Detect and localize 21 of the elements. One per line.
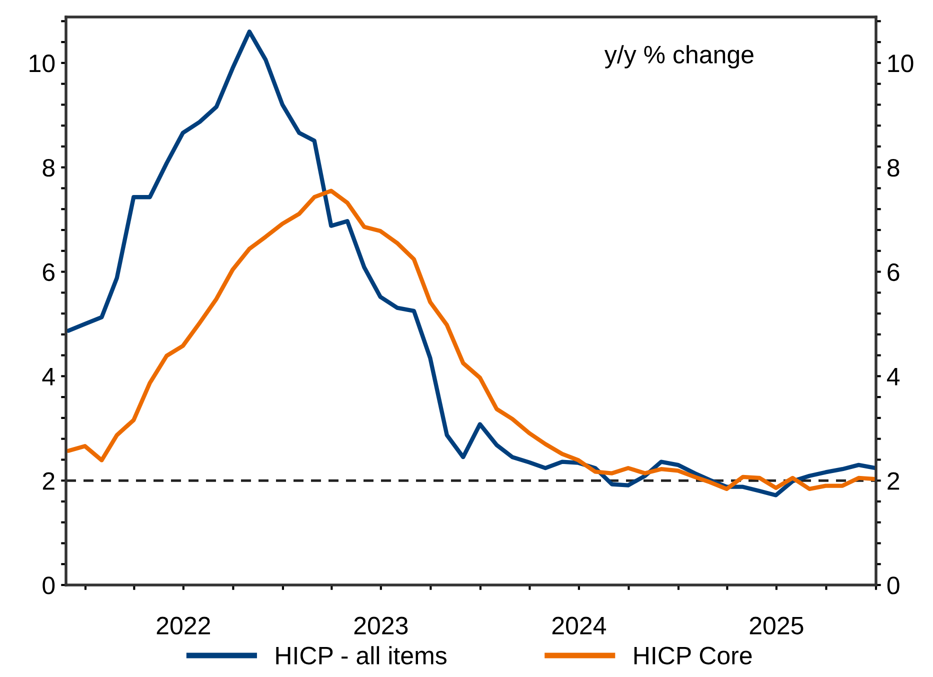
x-tick-label: 2025 xyxy=(750,616,804,634)
y-tick-label: 10 xyxy=(30,54,55,72)
y2-tick-label: 2 xyxy=(888,472,900,490)
annotation: y/y % change xyxy=(604,45,754,68)
line-series xyxy=(66,188,876,492)
y2-tick-label: 0 xyxy=(887,576,900,594)
line-series xyxy=(66,30,876,498)
x-tick-label: 2023 xyxy=(354,616,408,634)
x-tick-label: 2024 xyxy=(552,616,606,634)
y-tick-label: 4 xyxy=(42,368,55,386)
y2-tick-label: 4 xyxy=(886,368,900,386)
y2-tick-label: 8 xyxy=(888,158,900,177)
y-tick-label: 6 xyxy=(42,263,54,282)
x-tick-label: 2022 xyxy=(156,616,210,634)
legend-label: HICP - all items xyxy=(276,646,446,664)
y2-tick-label: 10 xyxy=(888,54,914,72)
legend-label: HICP Core xyxy=(634,646,752,664)
y-tick-label: 2 xyxy=(42,472,54,490)
y-tick-label: 8 xyxy=(42,158,54,177)
y2-tick-label: 6 xyxy=(888,263,900,282)
y-tick-label: 0 xyxy=(42,576,55,594)
